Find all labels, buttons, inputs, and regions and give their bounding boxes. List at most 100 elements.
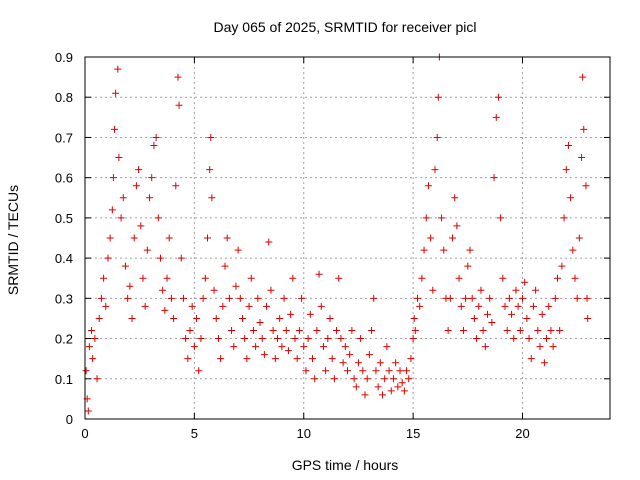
data-point <box>163 274 171 282</box>
data-point <box>204 234 211 242</box>
data-point <box>254 294 262 302</box>
data-point <box>575 234 583 242</box>
data-point <box>405 375 413 383</box>
data-point <box>182 335 190 343</box>
data-point <box>289 274 297 282</box>
data-point <box>326 314 334 322</box>
data-point <box>93 375 101 383</box>
data-point <box>106 234 114 242</box>
data-point <box>523 314 531 322</box>
data-point <box>449 234 456 242</box>
data-point <box>416 302 424 310</box>
data-point <box>453 222 461 230</box>
data-point <box>446 294 454 302</box>
data-point <box>545 302 553 310</box>
data-point <box>350 375 358 383</box>
data-point <box>184 355 192 363</box>
data-point <box>372 367 380 375</box>
x-tick-label: 20 <box>515 426 529 441</box>
data-point <box>512 286 520 294</box>
data-point <box>396 367 404 375</box>
data-point <box>245 302 253 310</box>
data-point <box>527 355 535 363</box>
data-point <box>348 327 356 335</box>
data-point <box>556 327 564 335</box>
data-point <box>543 335 551 343</box>
data-point <box>352 383 360 391</box>
data-point <box>560 214 568 222</box>
data-point <box>492 113 500 121</box>
x-tick-label: 10 <box>297 426 311 441</box>
data-point <box>501 302 509 310</box>
data-point <box>212 314 220 322</box>
data-point <box>580 125 588 133</box>
data-point <box>295 327 303 335</box>
data-point <box>177 254 185 262</box>
data-point <box>217 355 225 363</box>
data-point <box>385 367 393 375</box>
data-point <box>137 222 145 230</box>
data-point <box>468 294 476 302</box>
data-point <box>188 302 196 310</box>
data-point <box>337 335 345 343</box>
data-point <box>400 387 408 395</box>
data-point <box>152 133 160 141</box>
data-point <box>519 294 526 302</box>
data-point <box>381 375 389 383</box>
data-point <box>433 133 441 141</box>
data-point <box>207 133 215 141</box>
data-point <box>247 274 255 282</box>
data-point <box>484 310 491 318</box>
data-point <box>434 93 442 101</box>
data-point <box>451 194 459 202</box>
data-point <box>143 246 151 254</box>
data-point <box>119 194 127 202</box>
data-point <box>150 141 158 149</box>
data-point <box>440 246 448 254</box>
data-point <box>376 359 384 367</box>
y-tick-label: 0.7 <box>55 130 73 145</box>
data-point <box>508 310 516 318</box>
data-point <box>88 327 96 335</box>
data-point <box>256 318 264 326</box>
data-point <box>263 302 271 310</box>
y-tick-label: 0.8 <box>55 90 73 105</box>
data-point <box>258 335 266 343</box>
data-point <box>114 65 122 73</box>
x-tick-label: 15 <box>406 426 420 441</box>
data-point <box>287 310 295 318</box>
data-point <box>89 355 97 363</box>
data-point <box>438 214 446 222</box>
data-point <box>365 351 373 359</box>
data-point <box>357 335 365 343</box>
data-point <box>141 302 149 310</box>
data-point <box>95 314 103 322</box>
data-point <box>379 391 386 399</box>
data-point <box>403 367 411 375</box>
data-point <box>228 327 236 335</box>
data-point <box>161 306 169 314</box>
data-point <box>249 327 257 335</box>
data-point <box>317 302 325 310</box>
chart-title: Day 065 of 2025, SRMTID for receiver pic… <box>214 19 477 35</box>
data-point <box>457 302 465 310</box>
grid-lines <box>85 57 610 419</box>
data-point <box>109 174 117 182</box>
data-point <box>115 154 123 162</box>
data-point <box>505 294 513 302</box>
data-point <box>239 314 246 322</box>
data-point <box>117 214 125 222</box>
data-point <box>392 359 400 367</box>
data-point <box>100 274 108 282</box>
data-point <box>124 294 132 302</box>
data-point <box>455 274 463 282</box>
data-point <box>278 343 286 351</box>
data-point <box>490 174 498 182</box>
data-point <box>582 182 590 190</box>
data-point <box>97 294 105 302</box>
y-tick-label: 0.2 <box>55 332 73 347</box>
data-point <box>414 294 421 302</box>
data-point <box>159 286 167 294</box>
data-point <box>82 367 90 375</box>
